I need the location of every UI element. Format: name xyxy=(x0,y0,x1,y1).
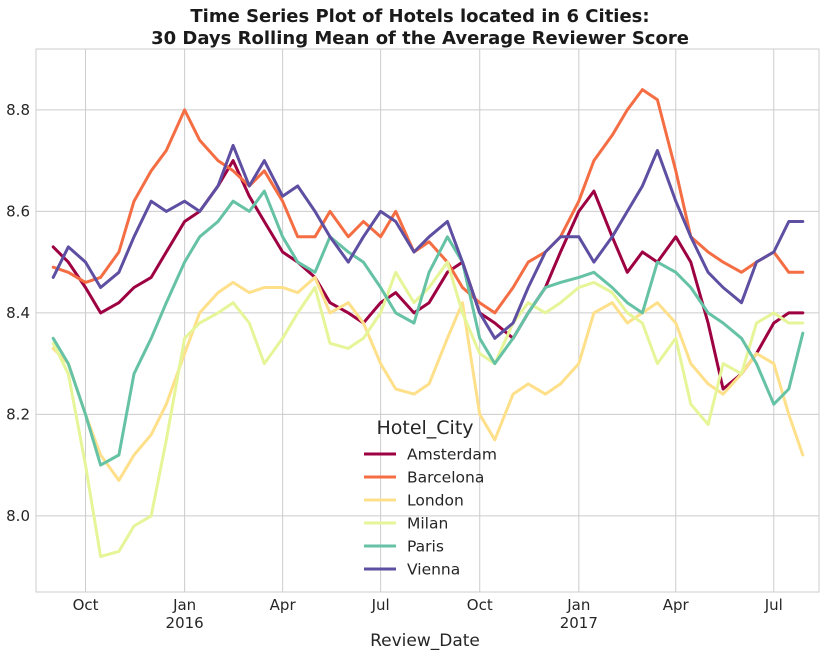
legend-title: Hotel_City xyxy=(376,417,473,439)
x-tick-label: Jul xyxy=(371,596,390,614)
legend-label-vienna: Vienna xyxy=(407,561,460,579)
y-tick-label: 8.4 xyxy=(6,304,30,322)
y-tick-label: 8.6 xyxy=(6,202,30,220)
x-tick-label: Oct xyxy=(467,596,493,614)
series-line-vienna xyxy=(51,143,805,340)
x-tick-label: Jan xyxy=(566,596,590,614)
series-lines xyxy=(51,88,805,558)
series-line-amsterdam xyxy=(51,159,805,391)
x-tick-label: Jul xyxy=(764,596,783,614)
legend-label-amsterdam: Amsterdam xyxy=(407,446,497,464)
chart-title-line-1: Time Series Plot of Hotels located in 6 … xyxy=(190,6,649,27)
x-tick-year-label: 2016 xyxy=(166,614,204,632)
x-gridlines xyxy=(85,49,775,592)
x-tick-label: Apr xyxy=(270,596,297,614)
legend-label-barcelona: Barcelona xyxy=(407,469,484,487)
x-tick-label: Oct xyxy=(73,596,99,614)
x-tick-year-label: 2017 xyxy=(560,614,598,632)
legend: Hotel_City Amsterdam Barcelona London Milan… xyxy=(364,417,497,579)
series-line-barcelona xyxy=(51,88,805,315)
legend-label-paris: Paris xyxy=(407,538,444,556)
chart-title-line-2: 30 Days Rolling Mean of the Average Revi… xyxy=(151,28,689,49)
series-line-milan xyxy=(51,260,805,558)
x-tick-label: Jan xyxy=(172,596,196,614)
chart-title: Time Series Plot of Hotels located in 6 … xyxy=(151,6,689,49)
y-tick-label: 8.8 xyxy=(6,101,30,119)
y-tick-label: 8.2 xyxy=(6,405,30,423)
plot-area-frame xyxy=(35,48,820,593)
x-axis-label: Review_Date xyxy=(370,631,480,651)
x-tick-label: Apr xyxy=(663,596,690,614)
legend-label-milan: Milan xyxy=(407,515,448,533)
series-line-paris xyxy=(51,189,805,467)
y-tick-labels: 8.0 8.2 8.4 8.6 8.8 xyxy=(6,101,30,525)
legend-label-london: London xyxy=(407,492,464,510)
y-tick-label: 8.0 xyxy=(6,507,30,525)
